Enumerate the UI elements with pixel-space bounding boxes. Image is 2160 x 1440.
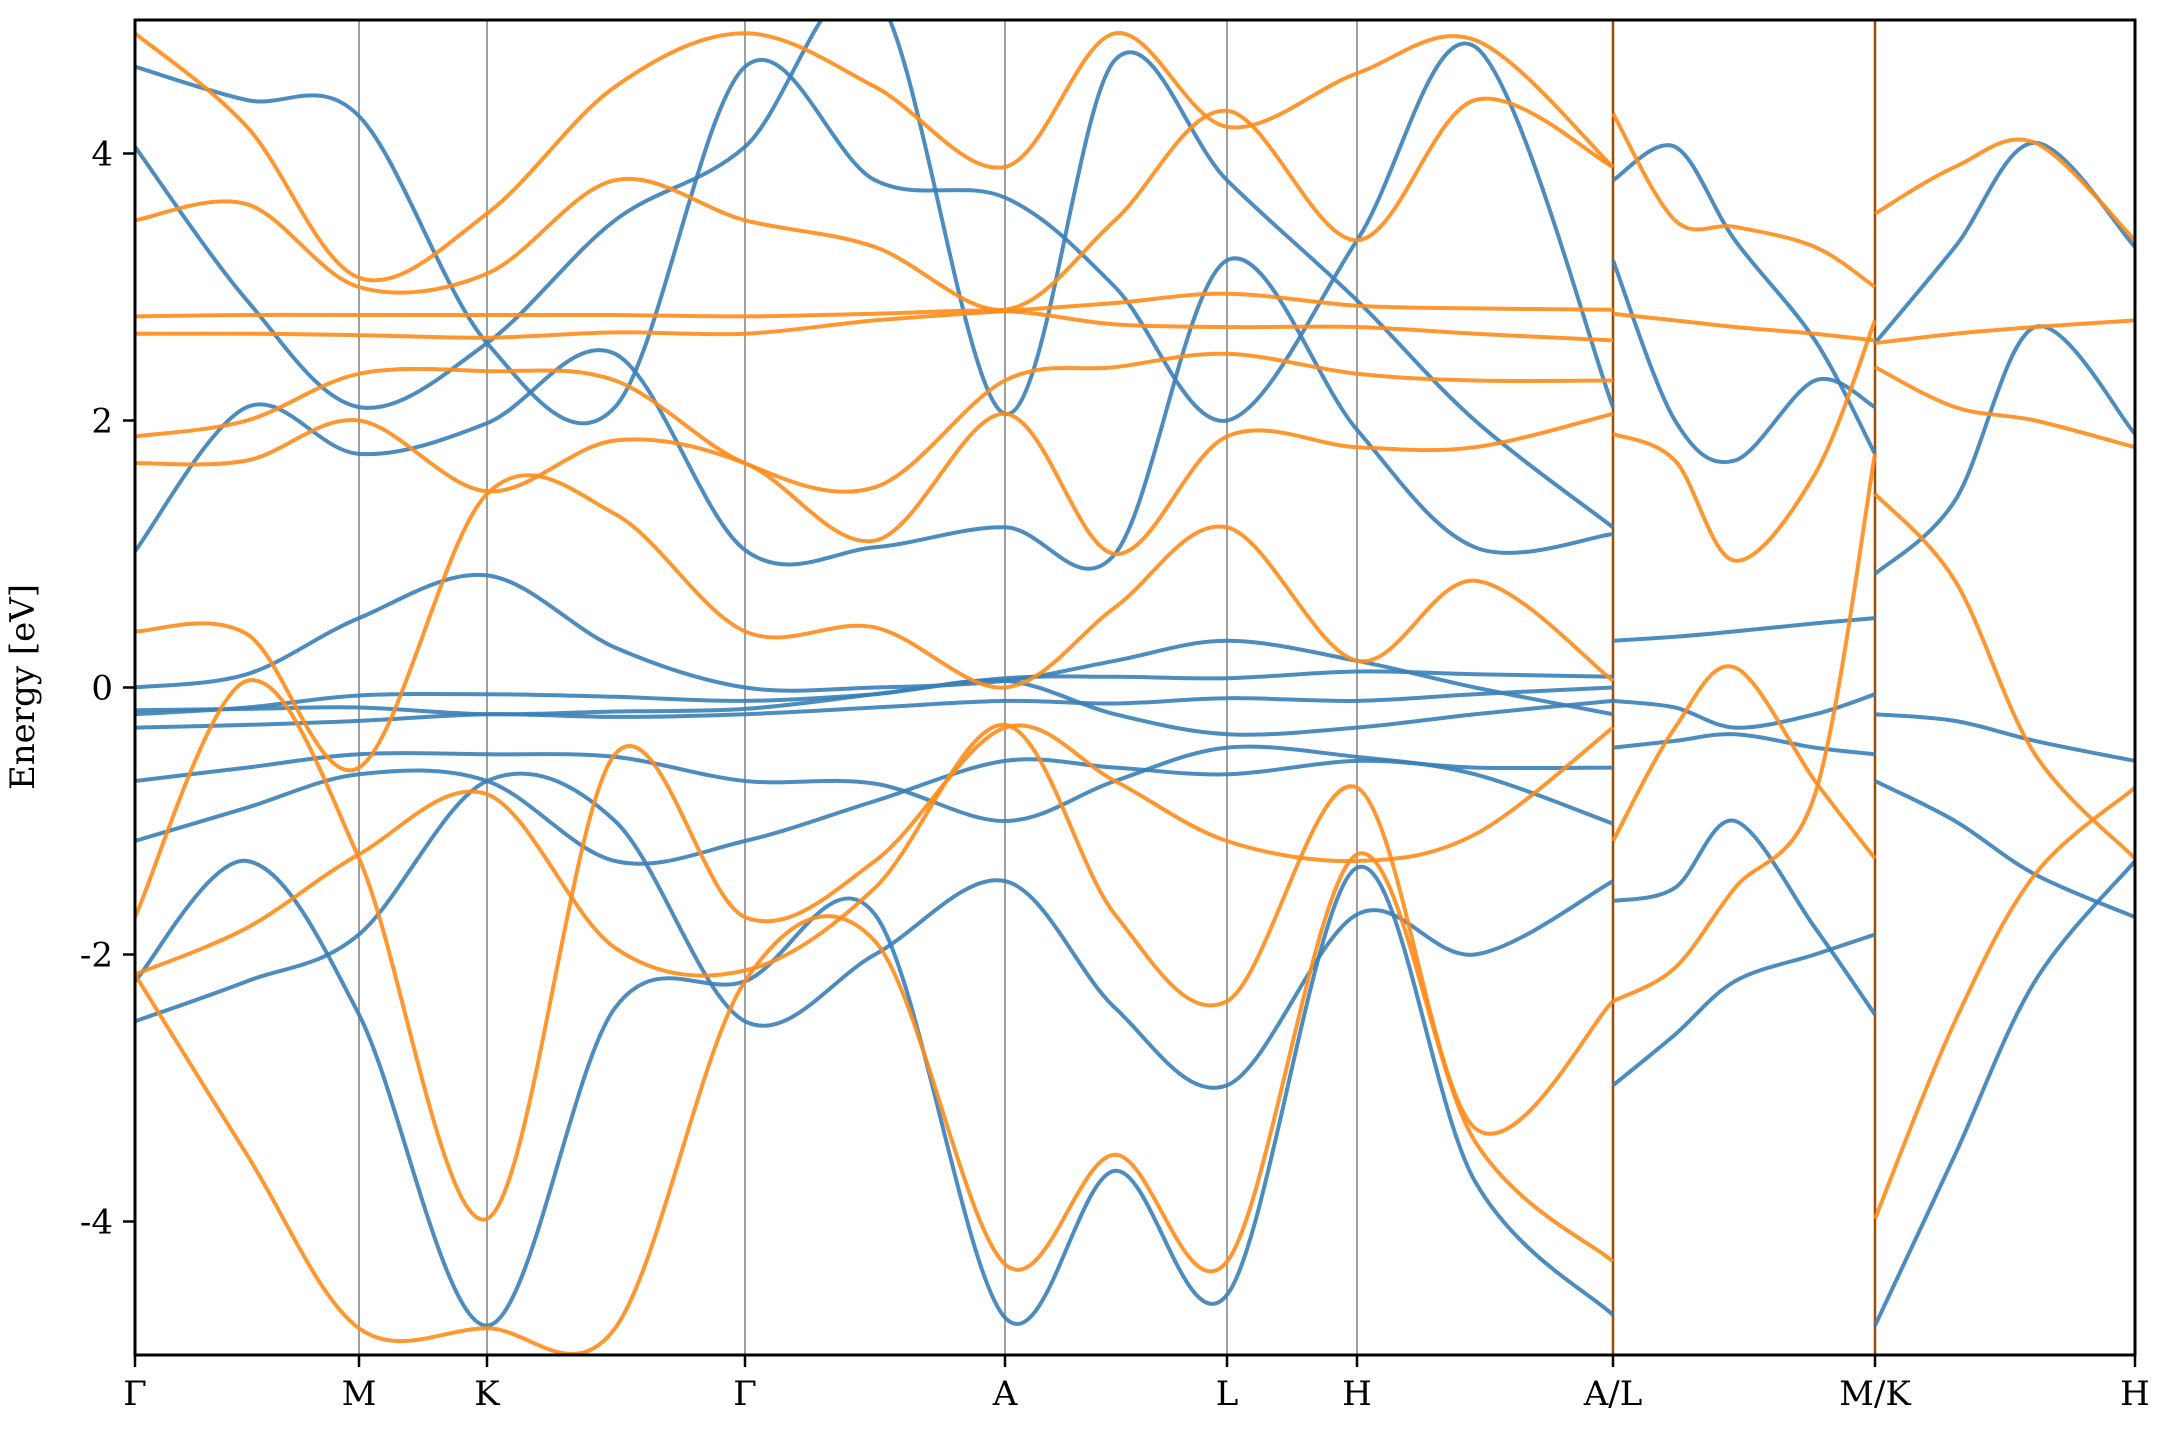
band-up-25 — [1611, 932, 1876, 1087]
band-down-41 — [1873, 137, 2135, 242]
band-down-18 — [135, 851, 1615, 1355]
band-down-29 — [1612, 319, 1877, 563]
y-tick-label-3: -2 — [80, 936, 113, 976]
band-up-10 — [135, 41, 1615, 426]
band-up-8 — [135, 256, 1614, 571]
x-tick-label-3: Γ — [733, 1374, 757, 1414]
band-up-6 — [135, 771, 1614, 1090]
x-tick-label-2: K — [474, 1374, 500, 1414]
band-up-34 — [1874, 779, 2135, 919]
band-down-32 — [1611, 112, 1877, 289]
x-tick-label-1: M — [342, 1374, 377, 1414]
band-down-20 — [135, 31, 1615, 283]
y-tick-label-1: 2 — [91, 402, 113, 442]
band-lines — [135, 20, 2135, 1355]
band-down-38 — [1874, 318, 2135, 346]
band-down-15 — [135, 473, 1615, 773]
x-tick-label-0: Γ — [123, 1374, 147, 1414]
x-tick-label-8: M/K — [1839, 1374, 1911, 1414]
band-up-22 — [1612, 692, 1876, 730]
y-axis: 4 2 0 -2 -4 — [80, 135, 135, 1243]
band-down-28 — [1612, 311, 1876, 343]
band-up-24 — [1612, 818, 1877, 1016]
y-tick-label-0: 4 — [91, 135, 113, 175]
plot-frame — [133, 18, 2137, 1357]
band-up-35 — [1873, 859, 2135, 1327]
y-axis-title: Energy [eV] — [3, 584, 43, 790]
band-down-11 — [135, 291, 1614, 340]
band-up-7 — [135, 858, 1615, 1328]
y-tick-label-4: -4 — [80, 1203, 113, 1243]
band-down-30 — [1611, 664, 1877, 860]
band-up-37 — [1873, 140, 2135, 345]
band-up-3 — [135, 744, 1614, 826]
x-tick-label-5: L — [1216, 1374, 1239, 1414]
band-down-39 — [1873, 492, 2135, 860]
x-tick-label-4: A — [992, 1374, 1018, 1414]
band-up-2 — [135, 678, 1614, 737]
x-tick-label-7: A/L — [1583, 1374, 1643, 1414]
band-down-31 — [1612, 453, 1877, 1003]
band-down-17 — [135, 722, 1615, 1136]
band-up-21 — [1612, 616, 1876, 643]
band-up-33 — [1874, 712, 2135, 763]
y-tick-label-2: 0 — [91, 669, 113, 709]
band-down-13 — [135, 351, 1614, 494]
band-up-4 — [135, 757, 1614, 866]
band-up-23 — [1612, 732, 1876, 757]
x-tick-label-6: H — [1342, 1374, 1372, 1414]
band-up-36 — [1873, 324, 2135, 576]
band-up-27 — [1611, 259, 1877, 465]
band-down-42 — [1874, 365, 2135, 450]
band-down-40 — [1873, 786, 2135, 1220]
band-down-12 — [135, 308, 1614, 343]
band-down-14 — [135, 411, 1614, 557]
x-axis: Γ M K Γ A L H A/L M/K H — [123, 1355, 2150, 1414]
x-tick-label-9: H — [2120, 1374, 2150, 1414]
band-up-1 — [135, 685, 1614, 730]
band-down-16 — [135, 678, 1615, 1222]
band-down-19 — [135, 96, 1614, 312]
